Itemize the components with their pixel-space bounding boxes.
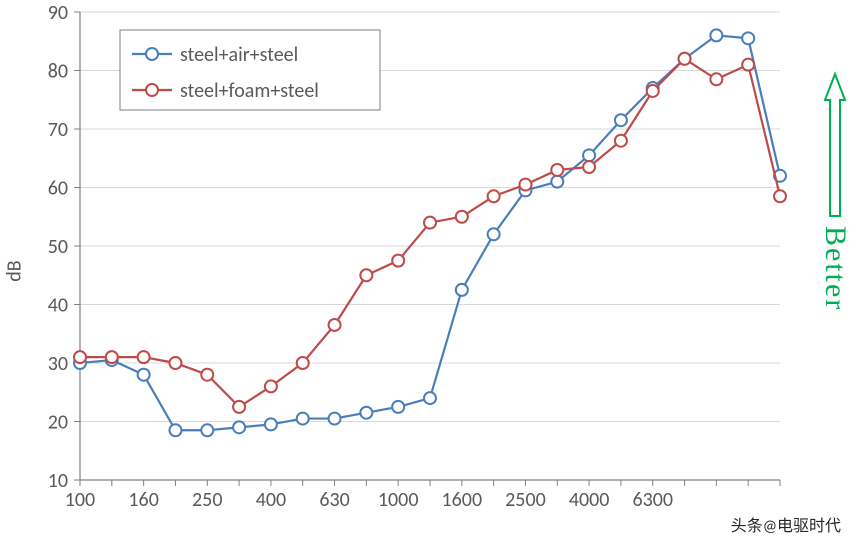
svg-text:60: 60 xyxy=(48,177,68,201)
svg-text:2500: 2500 xyxy=(505,488,546,512)
svg-text:steel+air+steel: steel+air+steel xyxy=(180,43,298,67)
svg-text:1600: 1600 xyxy=(442,488,483,512)
chart-container: dB 1020304050607080901001602504006301000… xyxy=(0,0,865,542)
svg-text:4000: 4000 xyxy=(569,488,610,512)
svg-text:100: 100 xyxy=(65,488,95,512)
chart-svg: 1020304050607080901001602504006301000160… xyxy=(0,0,808,530)
svg-text:40: 40 xyxy=(48,294,68,318)
svg-text:6300: 6300 xyxy=(632,488,673,512)
svg-text:steel+foam+steel: steel+foam+steel xyxy=(180,79,319,103)
up-arrow-icon xyxy=(821,70,849,220)
svg-text:400: 400 xyxy=(256,488,286,512)
svg-text:50: 50 xyxy=(48,235,68,259)
svg-text:630: 630 xyxy=(319,488,349,512)
svg-text:160: 160 xyxy=(128,488,158,512)
better-label: Better xyxy=(818,226,852,311)
better-annotation: Better xyxy=(811,70,859,410)
svg-text:250: 250 xyxy=(192,488,222,512)
svg-text:20: 20 xyxy=(48,411,68,435)
svg-text:80: 80 xyxy=(48,60,68,84)
svg-text:30: 30 xyxy=(48,352,68,376)
watermark-text: 头条@电驱时代 xyxy=(731,512,841,536)
svg-text:1000: 1000 xyxy=(378,488,419,512)
svg-text:70: 70 xyxy=(48,118,68,142)
svg-text:90: 90 xyxy=(48,1,68,25)
